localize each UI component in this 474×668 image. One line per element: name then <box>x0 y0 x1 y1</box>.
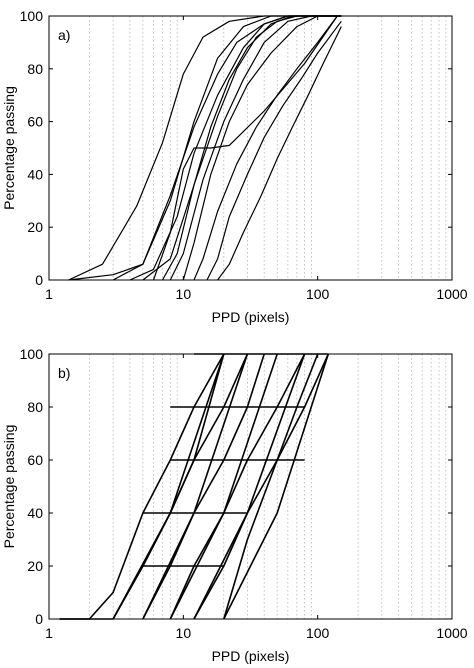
y-tick-label: 80 <box>27 61 43 77</box>
panel-a-ticks: 1 10 100 1000 0 20 40 60 80 100 <box>20 8 468 302</box>
y-tick-label: 60 <box>27 114 43 130</box>
series-line <box>142 353 249 620</box>
panel-a-label: a) <box>58 27 70 43</box>
series-line <box>169 15 342 281</box>
x-tick-label: 1000 <box>436 286 467 302</box>
series-line <box>152 15 338 281</box>
series-line <box>142 353 265 620</box>
series-line <box>223 353 330 620</box>
panel-a-grid <box>89 16 447 280</box>
y-tick-label: 0 <box>35 611 43 627</box>
y-tick-label: 80 <box>27 399 43 415</box>
series-line <box>169 353 306 620</box>
y-tick-label: 20 <box>27 558 43 574</box>
panel-a-series <box>68 15 342 281</box>
panel-a-frame <box>48 15 453 281</box>
x-tick-label: 100 <box>306 286 330 302</box>
panel-a-x-axis-label: PPD (pixels) <box>212 309 290 325</box>
y-tick-label: 100 <box>20 8 44 24</box>
series-line <box>217 26 342 281</box>
y-tick-label: 60 <box>27 452 43 468</box>
panel-b-label: b) <box>58 365 70 381</box>
series-line <box>161 15 342 281</box>
x-tick-label: 10 <box>176 286 192 302</box>
series-line <box>206 20 342 281</box>
y-tick-label: 40 <box>27 505 43 521</box>
series-line <box>112 353 249 620</box>
series-line <box>193 353 319 620</box>
y-tick-label: 20 <box>27 219 43 235</box>
series-line <box>193 15 338 281</box>
series-line <box>223 353 330 620</box>
panel-b-y-axis-label: Percentage passing <box>1 425 17 549</box>
series-line <box>59 353 225 620</box>
panel-b-ticks: 1 10 100 1000 0 20 40 60 80 100 <box>20 346 468 641</box>
panel-b-x-axis-label: PPD (pixels) <box>212 648 290 664</box>
panel-a: 1 10 100 1000 0 20 40 60 80 100 a) PPD (pixels) P… <box>1 8 468 325</box>
y-tick-label: 100 <box>20 346 44 362</box>
panel-b-grid <box>89 354 447 619</box>
panel-b-frame <box>48 353 453 620</box>
x-tick-label: 10 <box>176 625 192 641</box>
x-tick-label: 100 <box>306 625 330 641</box>
panel-a-y-axis-label: Percentage passing <box>1 86 17 210</box>
panel-b: 1 10 100 1000 0 20 40 60 80 100 b) PPD (pixels) P… <box>1 346 468 664</box>
y-tick-label: 0 <box>35 272 43 288</box>
x-tick-label: 1 <box>45 286 53 302</box>
y-tick-label: 40 <box>27 166 43 182</box>
x-tick-label: 1 <box>45 625 53 641</box>
series-line <box>59 353 225 620</box>
series-line <box>182 15 342 281</box>
x-tick-label: 1000 <box>436 625 467 641</box>
